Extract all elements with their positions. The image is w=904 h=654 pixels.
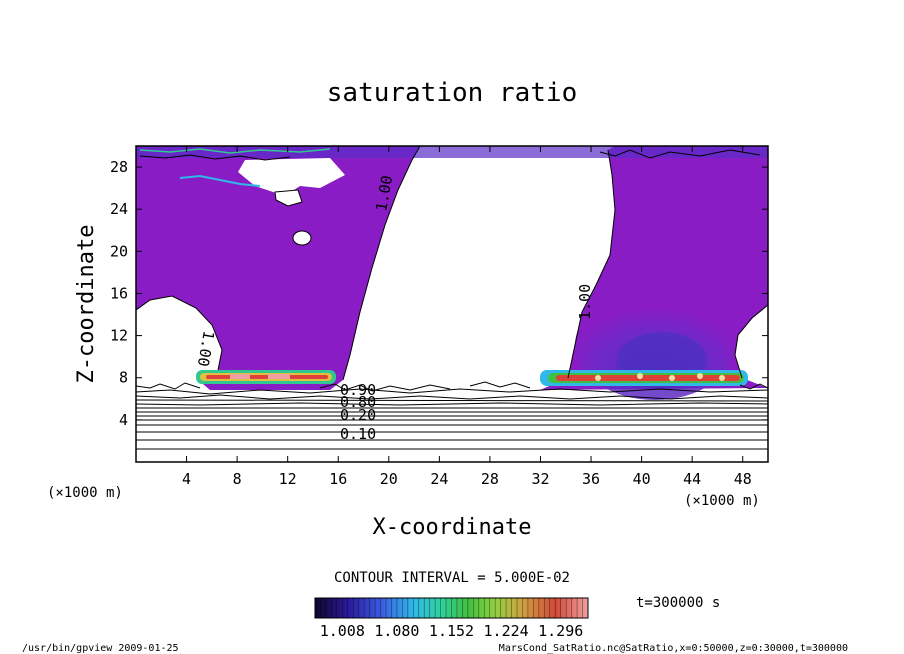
- x-tick-label: 36: [582, 470, 600, 488]
- footer-right: MarsCond_SatRatio.nc@SatRatio,x=0:50000,…: [499, 643, 848, 654]
- contour-label: 0.80: [340, 393, 376, 411]
- plot-frame: [135, 145, 769, 463]
- x-unit-label: (×1000 m): [684, 493, 760, 509]
- x-tick-label: 44: [683, 470, 701, 488]
- contour-label: 0.20: [340, 406, 376, 424]
- contour-label: 0.90: [340, 381, 376, 399]
- colorbar-tick-label: 1.008: [320, 622, 365, 640]
- y-axis: 4 8 12 16 20 24 28: [110, 158, 768, 429]
- x-tick-label: 12: [279, 470, 297, 488]
- colorbar-tick-label: 1.152: [429, 622, 474, 640]
- y-tick-label: 4: [119, 411, 128, 429]
- x-tick-label: 32: [531, 470, 549, 488]
- x-tick-label: 28: [481, 470, 499, 488]
- y-tick-label: 12: [110, 327, 128, 345]
- x-tick-label: 40: [633, 470, 651, 488]
- x-tick-label: 8: [233, 470, 242, 488]
- contour-label: 1.00: [194, 329, 218, 368]
- cloud-band-left: [196, 370, 336, 384]
- y-axis-title: Z-coordinate: [74, 225, 99, 384]
- colorbar: 1.008 1.080 1.152 1.224 1.296: [314, 597, 589, 640]
- colorbar-ticks: 1.008 1.080 1.152 1.224 1.296: [320, 622, 584, 640]
- contour-label: 0.10: [340, 425, 376, 443]
- x-tick-label: 16: [329, 470, 347, 488]
- colorbar-stripes: [320, 598, 583, 618]
- y-tick-label: 24: [110, 200, 128, 218]
- y-tick-label: 20: [110, 242, 128, 260]
- x-tick-label: 4: [182, 470, 191, 488]
- time-label: t=300000 s: [636, 595, 720, 611]
- cloud-band-right: [540, 370, 748, 386]
- contour-lines: [136, 146, 768, 450]
- contour-interval: CONTOUR INTERVAL = 5.000E-02: [334, 570, 570, 586]
- y-tick-label: 8: [119, 369, 128, 387]
- plot-area: 1.00 1.00 1.00 0.90 0.80 0.20 0.10: [136, 146, 768, 462]
- y-tick-label: 28: [110, 158, 128, 176]
- contour-label: 1.00: [576, 284, 594, 320]
- x-tick-label: 20: [380, 470, 398, 488]
- y-unit-label: (×1000 m): [47, 485, 123, 501]
- contour-label: 1.00: [372, 174, 396, 213]
- colorbar-tick-label: 1.296: [538, 622, 583, 640]
- chart-title: saturation ratio: [327, 78, 577, 108]
- y-tick-label: 16: [110, 284, 128, 302]
- x-tick-label: 24: [430, 470, 448, 488]
- colorbar-tick-label: 1.080: [374, 622, 419, 640]
- x-axis-title: X-coordinate: [373, 515, 532, 540]
- footer-left: /usr/bin/gpview 2009-01-25: [22, 643, 179, 654]
- colorbar-tick-label: 1.224: [484, 622, 529, 640]
- supersaturated-region-left: [136, 146, 420, 390]
- x-axis: 4 8 12 16 20 24 28 32 36 40 44 48: [182, 146, 752, 488]
- x-tick-label: 48: [734, 470, 752, 488]
